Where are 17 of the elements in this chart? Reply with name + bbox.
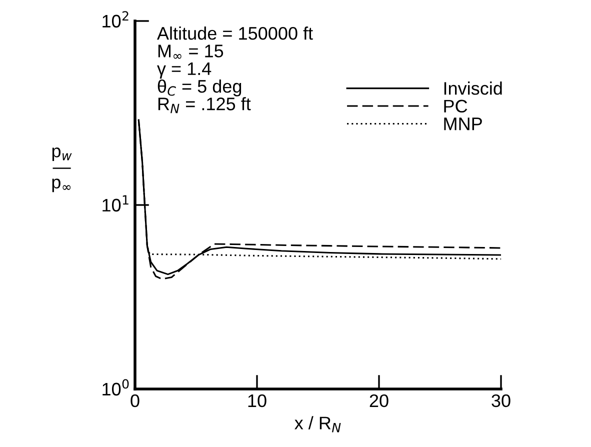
y-axis-title: p$_{w}$ — p$_{∞}$ <box>52 148 72 192</box>
legend-label: Inviscid <box>444 82 502 95</box>
annotation: Altitude = 150000 ft <box>156 26 313 40</box>
annotation: θ$_{C}$ = 5 deg <box>158 80 242 96</box>
legend-label: MNP <box>444 118 482 130</box>
x-axis-title: x / R$_{N}$ <box>294 416 341 432</box>
y-tick-label: 10$^{0}$ <box>102 379 129 396</box>
x-tick-label: 20 <box>370 394 388 408</box>
annotation: γ = 1.4 <box>157 62 212 79</box>
y-tick-label: 10$^{2}$ <box>102 11 128 28</box>
x-tick-label: 30 <box>492 394 510 408</box>
x-tick-label: 10 <box>248 394 266 408</box>
annotation: R$_{N}$ = .125 ft <box>158 97 251 114</box>
x-tick-label: 0 <box>130 394 140 408</box>
annotation: M$_{∞}$ = 15 <box>158 44 224 59</box>
y-tick-label: 10$^{1}$ <box>102 195 128 212</box>
legend-label: PC <box>444 100 468 113</box>
